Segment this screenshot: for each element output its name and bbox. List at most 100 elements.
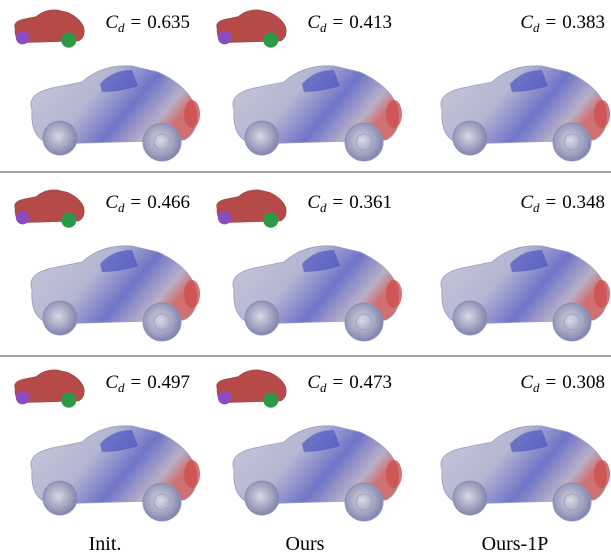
- cd-relation: =: [333, 12, 344, 33]
- grid: Cd=0.635Cd=0.413Cd=0.383Cd=0.466Cd=0.361…: [15, 10, 610, 555]
- car-icon: [15, 10, 85, 48]
- column-label: Init.: [89, 533, 122, 555]
- icon-wheel: [263, 393, 278, 408]
- icon-wheel: [263, 213, 278, 228]
- cd-value: 0.348: [562, 192, 605, 213]
- cd-relation: =: [546, 192, 557, 213]
- cd-value: 0.497: [147, 372, 190, 393]
- wheel: [453, 301, 487, 335]
- wheel: [245, 301, 279, 335]
- cd-value: 0.413: [349, 12, 392, 33]
- wheel: [43, 121, 77, 155]
- cd-relation: =: [131, 192, 142, 213]
- cd-label: Cd =0.308: [520, 372, 605, 395]
- cd-value: 0.635: [147, 12, 190, 33]
- cd-label: Cd=0.413: [307, 12, 392, 35]
- cd-relation: =: [546, 12, 557, 33]
- cd-relation: =: [333, 192, 344, 213]
- tail-light: [386, 100, 402, 128]
- cd-relation: =: [131, 372, 142, 393]
- wheel: [453, 481, 487, 515]
- wheel: [345, 483, 383, 521]
- tail-light: [594, 100, 610, 128]
- tail-light: [184, 280, 200, 308]
- cell: Cd =0.497: [15, 370, 200, 521]
- tail-light: [386, 280, 402, 308]
- cd-value: 0.361: [349, 192, 392, 213]
- cd-label: Cd=0.473: [307, 372, 392, 395]
- cd-value: 0.383: [562, 12, 605, 33]
- figure: Cd=0.635Cd=0.413Cd=0.383Cd=0.466Cd=0.361…: [0, 0, 611, 555]
- cd-subscript: d: [533, 200, 540, 215]
- wheel: [43, 301, 77, 335]
- cd-label: Cd =0.635: [105, 12, 190, 35]
- cd-symbol: C: [307, 192, 320, 213]
- car-icon: [217, 190, 287, 228]
- car-render: [441, 426, 610, 521]
- car-render: [31, 246, 200, 341]
- column-label: Ours-1P: [482, 533, 549, 555]
- wheel: [43, 481, 77, 515]
- cd-subscript: d: [118, 20, 125, 35]
- wheel: [345, 123, 383, 161]
- cd-label: Cd =0.348: [520, 192, 605, 215]
- cd-subscript: d: [533, 380, 540, 395]
- cd-symbol: C: [307, 372, 320, 393]
- wheel: [143, 483, 181, 521]
- cd-symbol: C: [520, 192, 533, 213]
- tail-light: [386, 460, 402, 488]
- cd-subscript: d: [320, 20, 327, 35]
- wheel: [553, 123, 591, 161]
- cell: Cd=0.361: [217, 190, 402, 341]
- car-icon: [217, 370, 287, 408]
- cd-relation: =: [131, 12, 142, 33]
- cd-value: 0.473: [349, 372, 392, 393]
- cd-symbol: C: [105, 192, 118, 213]
- cd-subscript: d: [320, 380, 327, 395]
- cell: Cd=0.413: [217, 10, 402, 161]
- cell: Cd =0.635: [15, 10, 200, 161]
- cell: Cd =0.466: [15, 190, 200, 341]
- car-render: [31, 426, 200, 521]
- icon-wheel: [218, 211, 231, 224]
- column-label: Ours: [286, 533, 325, 555]
- icon-wheel: [61, 213, 76, 228]
- car-render: [441, 66, 610, 161]
- car-icon: [15, 190, 85, 228]
- car-render: [233, 246, 402, 341]
- tail-light: [594, 460, 610, 488]
- cd-subscript: d: [533, 20, 540, 35]
- icon-wheel: [61, 393, 76, 408]
- cd-symbol: C: [520, 372, 533, 393]
- cd-symbol: C: [520, 12, 533, 33]
- tail-light: [184, 100, 200, 128]
- car-render: [233, 426, 402, 521]
- cd-value: 0.308: [562, 372, 605, 393]
- wheel: [143, 303, 181, 341]
- cd-subscript: d: [118, 380, 125, 395]
- cd-relation: =: [546, 372, 557, 393]
- cell: Cd=0.473: [217, 370, 402, 521]
- wheel: [553, 483, 591, 521]
- wheel: [553, 303, 591, 341]
- cd-symbol: C: [105, 12, 118, 33]
- wheel: [345, 303, 383, 341]
- cell: Cd =0.348: [441, 192, 610, 341]
- wheel: [453, 121, 487, 155]
- icon-wheel: [61, 33, 76, 48]
- car-icon: [15, 370, 85, 408]
- icon-wheel: [16, 31, 29, 44]
- wheel: [245, 121, 279, 155]
- icon-wheel: [16, 211, 29, 224]
- cd-subscript: d: [118, 200, 125, 215]
- cd-value: 0.466: [147, 192, 190, 213]
- icon-wheel: [16, 391, 29, 404]
- car-render: [441, 246, 610, 341]
- tail-light: [594, 280, 610, 308]
- cd-label: Cd =0.497: [105, 372, 190, 395]
- wheel: [143, 123, 181, 161]
- cd-label: Cd =0.383: [520, 12, 605, 35]
- cd-symbol: C: [105, 372, 118, 393]
- icon-wheel: [218, 391, 231, 404]
- car-render: [233, 66, 402, 161]
